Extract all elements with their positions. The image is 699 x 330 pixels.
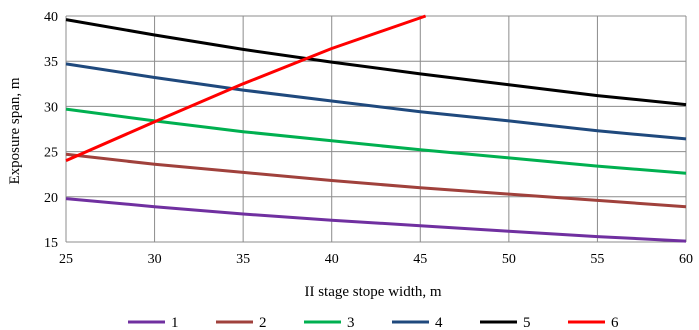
x-tick-label: 25 <box>59 252 73 267</box>
y-tick-label: 40 <box>44 10 58 25</box>
legend-label-5: 5 <box>523 315 531 330</box>
series-line-3 <box>65 107 687 175</box>
legend-label-2: 2 <box>259 315 267 330</box>
legend-label-1: 1 <box>171 315 179 330</box>
series-lines <box>65 14 687 243</box>
x-tick-label: 60 <box>679 252 693 267</box>
y-axis-title: Exposure span, m <box>7 77 23 184</box>
series-line-2 <box>65 152 687 209</box>
y-tick-label: 35 <box>44 55 58 70</box>
x-tick-label: 35 <box>236 252 250 267</box>
legend: 1 2 3 4 5 6 <box>128 315 619 330</box>
legend-label-4: 4 <box>435 315 443 330</box>
x-axis-title: II stage stope width, m <box>304 284 441 300</box>
y-tick-label: 20 <box>44 191 58 206</box>
y-tick-label: 25 <box>44 146 58 161</box>
y-tick-label: 15 <box>44 236 58 251</box>
x-tick-labels: 25 30 35 40 45 50 55 60 <box>59 252 693 267</box>
series-line-4 <box>65 62 687 141</box>
legend-label-3: 3 <box>347 315 355 330</box>
series-line-1 <box>65 197 687 243</box>
y-tick-labels: 15 20 25 30 35 40 <box>44 10 58 251</box>
grid <box>65 15 687 243</box>
x-tick-label: 55 <box>590 252 604 267</box>
x-tick-label: 30 <box>148 252 162 267</box>
series-line-6 <box>65 14 427 162</box>
series-line-5 <box>65 18 687 107</box>
legend-label-6: 6 <box>611 315 619 330</box>
y-tick-label: 30 <box>44 100 58 115</box>
x-tick-label: 45 <box>413 252 427 267</box>
x-tick-label: 50 <box>502 252 516 267</box>
x-tick-label: 40 <box>325 252 339 267</box>
